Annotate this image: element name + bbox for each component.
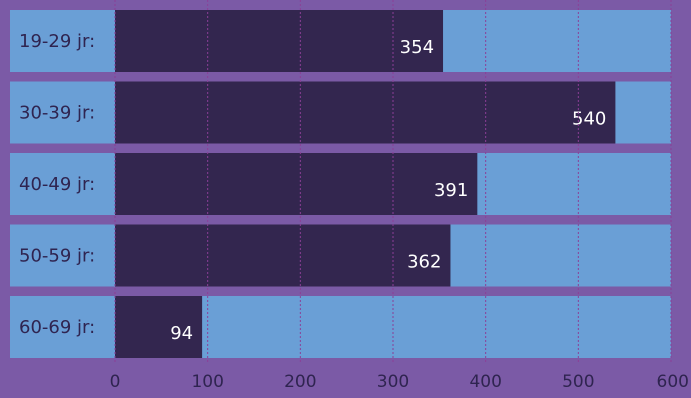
- bar: [115, 296, 203, 358]
- bar-track: [10, 296, 671, 358]
- category-label: 19-29 jr:: [19, 31, 95, 52]
- bar: [115, 10, 444, 72]
- bar-row: 40-49 jr: 391: [10, 153, 671, 215]
- x-tick-label: 200: [284, 372, 316, 392]
- x-tick-label: 100: [191, 372, 223, 392]
- data-label: 94: [170, 323, 193, 344]
- category-label: 30-39 jr:: [19, 103, 95, 124]
- bar-row: 60-69 jr: 94: [10, 296, 671, 358]
- data-label: 362: [407, 252, 441, 273]
- x-tick-label: 300: [377, 372, 409, 392]
- x-axis-ticks: 0 100 200 300 400 500 600: [110, 372, 689, 392]
- bar-rows: 19-29 jr: 354 30-39 jr: 540 40-49 jr: 391 50-5…: [10, 10, 671, 358]
- x-tick-label: 500: [562, 372, 594, 392]
- bar-row: 30-39 jr: 540: [10, 81, 671, 144]
- data-label: 391: [434, 180, 468, 201]
- category-label: 60-69 jr:: [19, 317, 95, 338]
- x-tick-label: 0: [110, 372, 121, 392]
- bar: [115, 81, 616, 144]
- x-tick-label: 400: [469, 372, 501, 392]
- bar-row: 50-59 jr: 362: [10, 224, 671, 287]
- gridlines: [114, 0, 672, 362]
- category-label: 40-49 jr:: [19, 174, 95, 195]
- data-label: 354: [400, 37, 434, 58]
- bar-row: 19-29 jr: 354: [10, 10, 671, 72]
- category-label: 50-59 jr:: [19, 246, 95, 267]
- data-label: 540: [572, 109, 606, 130]
- bar: [115, 224, 451, 287]
- x-tick-label: 600: [657, 372, 689, 392]
- bar: [115, 153, 478, 215]
